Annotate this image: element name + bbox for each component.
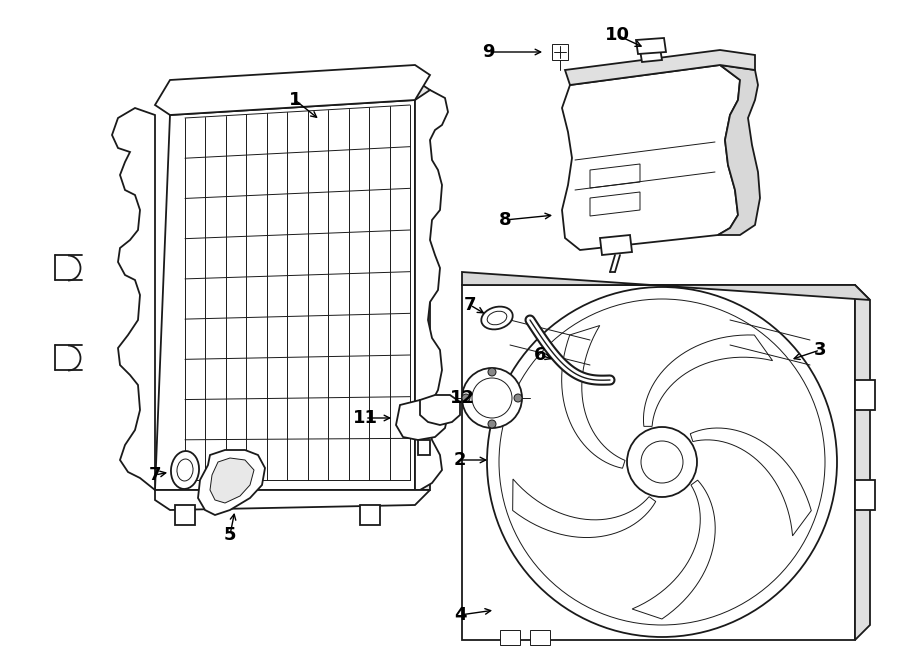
Polygon shape [175,505,195,525]
Polygon shape [855,285,870,640]
Polygon shape [636,38,666,54]
Circle shape [462,368,522,428]
Polygon shape [462,272,870,300]
Polygon shape [600,235,632,255]
Polygon shape [415,90,448,490]
Text: 2: 2 [454,451,466,469]
Circle shape [487,287,837,637]
Polygon shape [530,630,550,645]
Polygon shape [418,440,430,455]
Polygon shape [644,335,772,426]
Polygon shape [462,285,855,640]
Polygon shape [855,480,875,510]
Circle shape [627,427,697,497]
Text: 4: 4 [454,606,466,624]
Polygon shape [170,80,415,115]
Circle shape [488,368,496,376]
Polygon shape [552,44,568,60]
Polygon shape [415,80,430,490]
Text: 7: 7 [464,296,476,314]
Polygon shape [565,50,755,85]
Polygon shape [718,65,760,235]
Circle shape [462,394,470,402]
Polygon shape [155,100,415,490]
Text: 5: 5 [224,526,236,544]
Polygon shape [112,108,155,490]
Polygon shape [210,458,254,503]
Text: 10: 10 [605,26,629,44]
Ellipse shape [482,307,513,329]
Text: 8: 8 [499,211,511,229]
Ellipse shape [171,451,199,489]
Text: 7: 7 [148,466,161,484]
Text: 6: 6 [534,346,546,364]
Circle shape [488,420,496,428]
Text: 3: 3 [814,341,826,359]
Text: 11: 11 [353,409,377,427]
Polygon shape [155,65,430,115]
Text: 9: 9 [482,43,494,61]
Polygon shape [360,505,380,525]
Polygon shape [562,65,740,250]
Polygon shape [420,395,460,425]
Polygon shape [690,428,811,536]
Polygon shape [855,380,875,410]
Text: 1: 1 [289,91,302,109]
Text: 12: 12 [449,389,474,407]
Polygon shape [632,480,716,619]
Polygon shape [562,325,625,468]
Polygon shape [640,48,662,62]
Polygon shape [396,400,448,440]
Polygon shape [513,479,656,537]
Polygon shape [155,490,430,510]
Polygon shape [500,630,520,645]
Circle shape [514,394,522,402]
Polygon shape [198,450,265,515]
